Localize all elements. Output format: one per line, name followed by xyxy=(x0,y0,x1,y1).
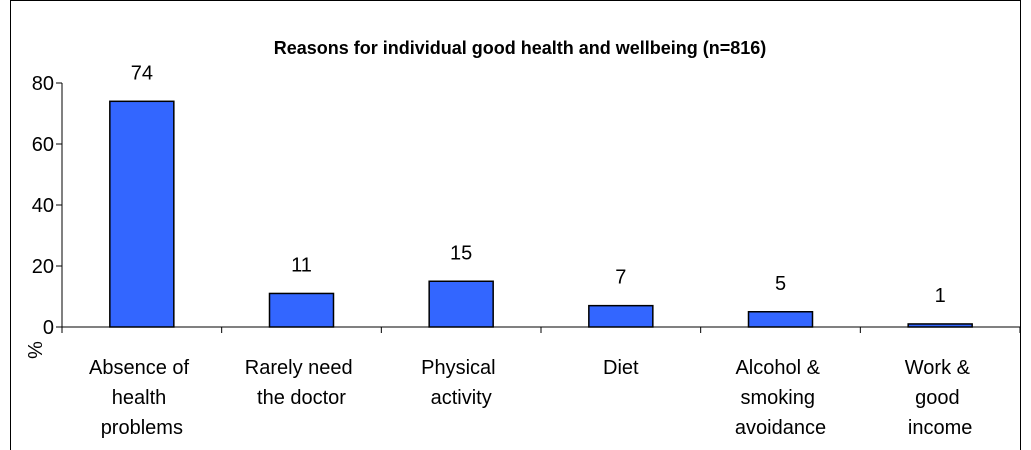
y-tick-label: 0 xyxy=(43,317,54,339)
value-label: 5 xyxy=(775,273,786,295)
y-tick-label: 20 xyxy=(32,256,54,278)
value-label: 15 xyxy=(450,242,472,264)
x-tick-label: Work & good income xyxy=(905,357,976,439)
x-tick-label: Alcohol & smoking avoidance xyxy=(735,357,826,439)
value-label: 74 xyxy=(131,62,153,84)
x-tick-label: Rarely need the doctor xyxy=(245,357,358,409)
x-tick-label: Physical activity xyxy=(421,357,501,409)
value-label: 7 xyxy=(615,267,626,289)
y-tick-label: 60 xyxy=(32,134,54,156)
y-axis-label: % xyxy=(23,341,45,359)
x-tick-label: Diet xyxy=(603,357,639,379)
bar xyxy=(268,292,335,328)
chart-title: Reasons for individual good health and w… xyxy=(274,38,767,58)
chart-frame xyxy=(10,0,1021,450)
value-label: 11 xyxy=(291,254,312,276)
bar xyxy=(907,323,973,328)
y-tick-label: 40 xyxy=(32,195,54,217)
bar xyxy=(588,304,654,328)
y-tick-label: 80 xyxy=(32,73,54,95)
value-label: 1 xyxy=(935,285,946,307)
x-tick-label: Absence of health problems xyxy=(89,357,195,439)
bar xyxy=(428,280,494,328)
bar xyxy=(109,100,175,328)
bar xyxy=(747,311,814,328)
